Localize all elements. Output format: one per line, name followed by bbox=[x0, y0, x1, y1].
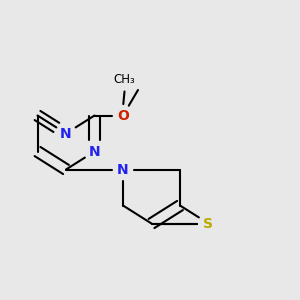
Text: N: N bbox=[60, 127, 72, 140]
Text: S: S bbox=[203, 217, 214, 230]
Text: N: N bbox=[89, 145, 100, 158]
Text: O: O bbox=[117, 109, 129, 122]
Text: N: N bbox=[117, 163, 129, 176]
Text: CH₃: CH₃ bbox=[114, 73, 135, 85]
